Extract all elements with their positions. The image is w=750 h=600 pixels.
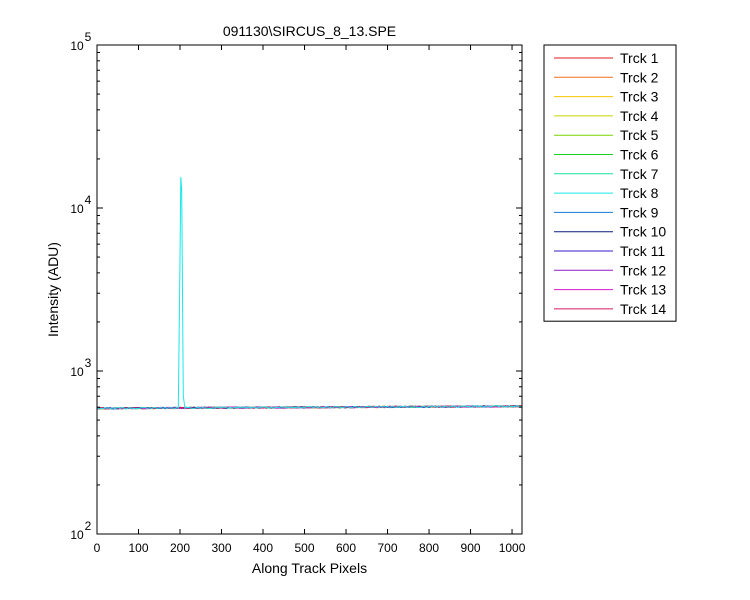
x-tick-label: 200 (170, 541, 190, 555)
legend-label: Trck 7 (620, 166, 659, 182)
y-tick-label: 10 (70, 365, 84, 379)
y-tick-exponent: 3 (85, 356, 92, 370)
x-tick-label: 900 (461, 541, 481, 555)
legend-label: Trck 5 (620, 127, 659, 143)
y-tick-exponent: 4 (85, 193, 92, 207)
x-axis: 0 100 200 300 400 500 600 700 800 900 1000 (94, 45, 526, 555)
legend-label: Trck 4 (620, 108, 659, 124)
legend-label: Trck 1 (620, 50, 659, 66)
axes-box (96, 44, 523, 535)
x-tick-label: 400 (253, 541, 273, 555)
plot-series (96, 176, 523, 410)
legend-label: Trck 13 (620, 282, 666, 298)
x-tick-label: 300 (211, 541, 231, 555)
x-tick-label: 700 (378, 541, 398, 555)
legend-label: Trck 12 (620, 262, 666, 278)
legend-label: Trck 14 (620, 301, 666, 317)
x-tick-label: 600 (336, 541, 356, 555)
legend-label: Trck 10 (620, 224, 666, 240)
y-axis-label: Intensity (ADU) (45, 242, 61, 337)
y-tick-exponent: 2 (85, 519, 92, 533)
legend-label: Trck 6 (620, 147, 659, 163)
legend-label: Trck 11 (620, 243, 665, 259)
legend-label: Trck 9 (620, 204, 659, 220)
series-line-8 (96, 176, 523, 410)
x-tick-label: 800 (419, 541, 439, 555)
legend-box (543, 44, 677, 322)
legend: Trck 1 Trck 2 Trck 3 Trck 4 Trck 5 Trck 6 Trck… (543, 44, 677, 322)
legend-label: Trck 2 (620, 69, 659, 85)
legend-label: Trck 3 (620, 89, 659, 105)
y-tick-label: 10 (70, 528, 84, 542)
x-tick-label: 1000 (499, 541, 526, 555)
legend-label: Trck 8 (620, 185, 659, 201)
x-axis-label: Along Track Pixels (252, 560, 367, 576)
x-tick-label: 0 (94, 541, 101, 555)
x-tick-label: 100 (128, 541, 148, 555)
x-tick-label: 500 (295, 541, 315, 555)
y-tick-label: 10 (70, 202, 84, 216)
y-tick-exponent: 5 (85, 30, 92, 44)
y-tick-label: 10 (70, 39, 84, 53)
chart-title: 091130\SIRCUS_8_13.SPE (223, 23, 396, 39)
